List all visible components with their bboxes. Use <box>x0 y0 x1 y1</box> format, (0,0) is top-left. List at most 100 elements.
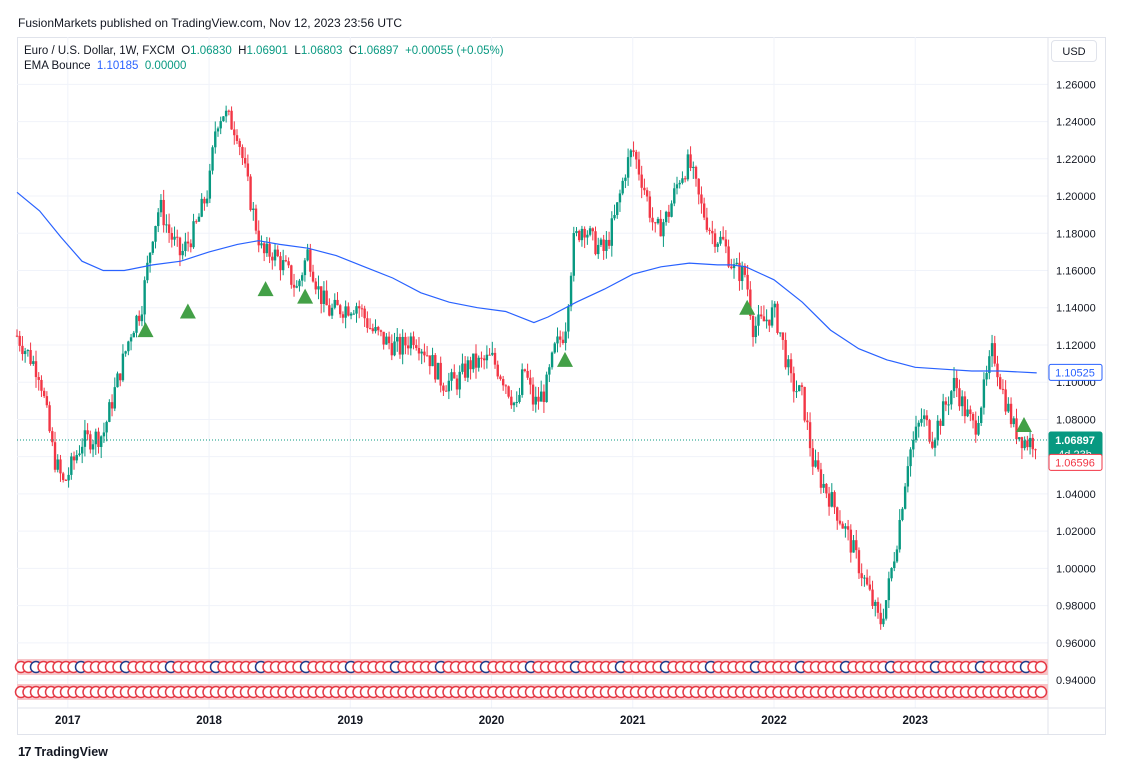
candle-body <box>925 415 929 421</box>
candle-body <box>409 336 413 349</box>
candle-body <box>887 578 891 601</box>
candle-body <box>721 236 725 240</box>
candle-body <box>197 216 201 222</box>
candle-body <box>941 401 945 426</box>
candle-body <box>284 260 288 262</box>
candle-body <box>97 431 100 447</box>
candle-body <box>48 405 51 432</box>
x-tick-label: 2017 <box>55 715 81 727</box>
x-tick-label: 2019 <box>338 715 364 727</box>
high-value: 1.06901 <box>246 45 289 57</box>
candle-body <box>463 363 467 378</box>
candle-body <box>998 377 1002 389</box>
candle-body <box>72 456 76 461</box>
candle-body <box>401 336 404 355</box>
tradingview-brand[interactable]: 17 TradingView <box>18 744 108 759</box>
candle-body <box>159 199 163 213</box>
candle-body <box>822 483 825 488</box>
prev-price-tag-box <box>1048 453 1103 471</box>
candle-body <box>523 369 527 371</box>
candle-body <box>442 385 445 391</box>
candle-body <box>488 354 491 356</box>
y-tick-label: 0.98000 <box>1056 601 1096 613</box>
candle-body <box>969 409 972 414</box>
indicator-name[interactable]: EMA Bounce <box>24 60 91 72</box>
signal-triangle-up <box>739 299 756 315</box>
candle-body <box>787 359 790 368</box>
candle-body <box>974 420 977 435</box>
candle-body <box>366 318 369 328</box>
currency-button[interactable]: USD <box>1051 40 1097 62</box>
candle-body <box>176 236 179 238</box>
candle-body <box>21 345 24 355</box>
candle-body <box>933 439 937 448</box>
indicator-value-2: 0.00000 <box>144 60 187 72</box>
candle-body <box>702 203 706 218</box>
candle-body <box>485 354 489 361</box>
ema-price-tag[interactable]: 1.10525 <box>1048 363 1103 381</box>
candle-body <box>18 335 21 346</box>
x-tick-label: 2021 <box>620 715 646 727</box>
candle-body <box>347 306 350 316</box>
event-flag-icon[interactable] <box>1034 660 1048 674</box>
brand-label: TradingView <box>34 744 108 759</box>
candle-body <box>110 402 114 409</box>
y-tick-label: 1.14000 <box>1056 303 1096 315</box>
candle-body <box>871 589 874 606</box>
candle-body <box>398 336 402 355</box>
candle-body <box>469 360 472 370</box>
candle-body <box>645 190 649 197</box>
event-flag-icon[interactable] <box>1034 685 1048 699</box>
candle-body <box>607 239 611 246</box>
candle-body <box>713 233 717 247</box>
candle-body <box>648 196 652 218</box>
candle-body <box>157 212 160 227</box>
candle-body <box>1034 449 1037 451</box>
candle-body <box>510 396 513 406</box>
candle-body <box>219 121 222 129</box>
candle-body <box>966 409 969 417</box>
candle-body <box>960 396 964 407</box>
candle-body <box>697 178 700 195</box>
candle-body <box>94 431 97 445</box>
candle-body <box>529 377 532 385</box>
candle-body <box>985 373 988 380</box>
candle-body <box>268 243 271 257</box>
candle-body <box>309 249 312 272</box>
candle-body <box>352 313 355 315</box>
candle-body <box>825 483 828 494</box>
candle-body <box>434 355 437 380</box>
x-tick-label: 2020 <box>479 715 505 727</box>
candle-body <box>914 426 918 440</box>
candle-body <box>214 131 217 148</box>
symbol-name[interactable]: Euro / U.S. Dollar, 1W, FXCM <box>24 45 175 57</box>
candle-body <box>730 266 733 269</box>
candle-body <box>1004 389 1007 412</box>
candle-body <box>882 618 885 625</box>
candle-body <box>328 305 331 316</box>
y-tick-label: 1.26000 <box>1056 79 1096 91</box>
candle-body <box>227 110 231 112</box>
candle-body <box>363 308 366 319</box>
candle-body <box>246 163 250 177</box>
candle-body <box>314 281 317 290</box>
indicator-value-1: 1.10185 <box>96 60 139 72</box>
candle-body <box>385 336 388 345</box>
candle-body <box>181 250 184 256</box>
candle-body <box>311 271 315 282</box>
candle-body <box>249 176 252 211</box>
candle-body <box>890 568 893 579</box>
candle-body <box>556 336 559 344</box>
prev-price-tag[interactable]: 1.06596 <box>1048 453 1103 471</box>
candle-body <box>45 396 49 406</box>
candle-body <box>708 229 711 231</box>
candle-body <box>781 332 785 340</box>
candle-body <box>545 374 548 403</box>
candle-body <box>355 306 358 314</box>
candle-body <box>461 363 464 372</box>
candle-body <box>855 540 858 551</box>
candle-body <box>143 280 146 315</box>
candle-body <box>208 170 212 199</box>
candle-body <box>909 449 912 467</box>
